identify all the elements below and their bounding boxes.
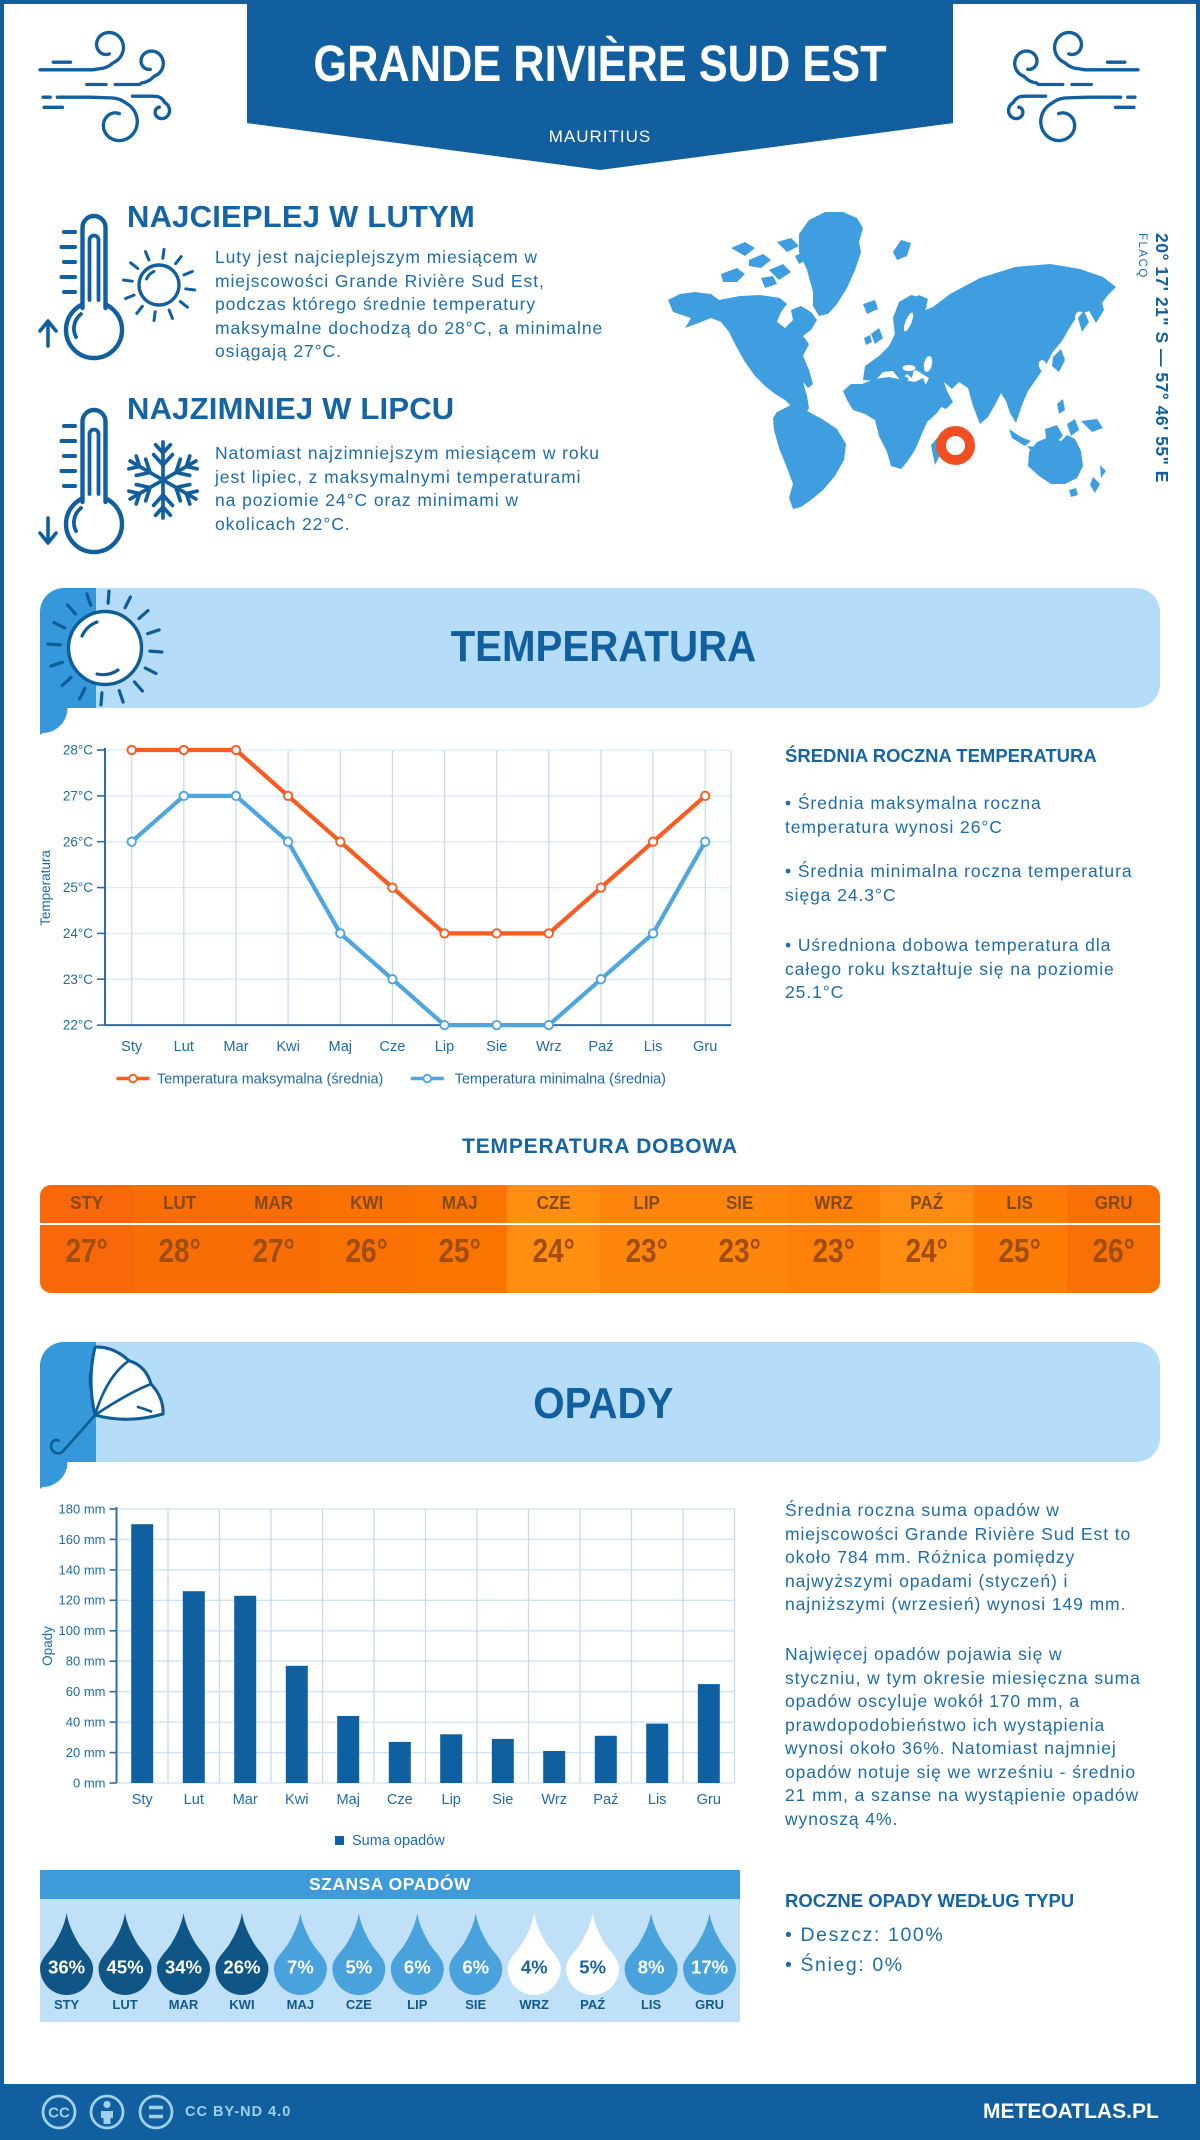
- svg-text:MAJ: MAJ: [287, 1997, 314, 2012]
- svg-text:KWI: KWI: [229, 1997, 254, 2012]
- svg-text:34%: 34%: [165, 1957, 202, 1978]
- svg-text:40 mm: 40 mm: [66, 1715, 106, 1730]
- svg-text:8%: 8%: [638, 1957, 665, 1978]
- svg-text:7%: 7%: [287, 1957, 314, 1978]
- svg-text:36%: 36%: [48, 1957, 85, 1978]
- svg-text:STY: STY: [54, 1997, 80, 2012]
- svg-text:27°C: 27°C: [63, 789, 93, 804]
- svg-text:180 mm: 180 mm: [59, 1501, 106, 1516]
- svg-text:Sie: Sie: [486, 1039, 507, 1055]
- svg-text:26%: 26%: [223, 1957, 260, 1978]
- svg-text:Lis: Lis: [648, 1792, 667, 1808]
- svg-text:0 mm: 0 mm: [73, 1775, 106, 1790]
- svg-text:PAŹ: PAŹ: [580, 1997, 605, 2012]
- svg-text:60 mm: 60 mm: [66, 1684, 106, 1699]
- svg-text:Temperatura: Temperatura: [38, 850, 53, 926]
- svg-text:CZE: CZE: [346, 1997, 372, 2012]
- svg-text:Kwi: Kwi: [285, 1792, 309, 1808]
- svg-text:4%: 4%: [521, 1957, 548, 1978]
- svg-text:Mar: Mar: [223, 1039, 248, 1055]
- svg-text:Opady: Opady: [40, 1626, 55, 1666]
- svg-text:23°C: 23°C: [63, 972, 93, 987]
- svg-text:Lut: Lut: [184, 1792, 204, 1808]
- svg-text:45%: 45%: [107, 1957, 144, 1978]
- svg-text:17%: 17%: [691, 1957, 728, 1978]
- svg-text:22°C: 22°C: [63, 1018, 93, 1033]
- svg-text:80 mm: 80 mm: [66, 1654, 106, 1669]
- svg-text:CC: CC: [48, 2105, 70, 2122]
- svg-text:20 mm: 20 mm: [66, 1745, 106, 1760]
- svg-text:Lis: Lis: [644, 1039, 663, 1055]
- svg-text:24°C: 24°C: [63, 926, 93, 941]
- svg-text:LIP: LIP: [407, 1997, 428, 2012]
- svg-text:Cze: Cze: [379, 1039, 405, 1055]
- svg-text:Lut: Lut: [174, 1039, 194, 1055]
- svg-text:5%: 5%: [579, 1957, 606, 1978]
- svg-text:Sie: Sie: [492, 1792, 513, 1808]
- svg-text:GRU: GRU: [695, 1997, 724, 2012]
- svg-text:120 mm: 120 mm: [59, 1593, 106, 1608]
- svg-text:Kwi: Kwi: [276, 1039, 300, 1055]
- svg-text:SIE: SIE: [465, 1997, 486, 2012]
- svg-text:Cze: Cze: [387, 1792, 413, 1808]
- svg-text:5%: 5%: [345, 1957, 372, 1978]
- svg-text:160 mm: 160 mm: [59, 1532, 106, 1547]
- svg-text:Paź: Paź: [588, 1039, 613, 1055]
- svg-text:Lip: Lip: [441, 1792, 460, 1808]
- svg-text:LIS: LIS: [641, 1997, 662, 2012]
- svg-text:Paź: Paź: [593, 1792, 618, 1808]
- svg-text:Wrz: Wrz: [541, 1792, 567, 1808]
- svg-text:28°C: 28°C: [63, 743, 93, 758]
- svg-text:Mar: Mar: [233, 1792, 258, 1808]
- svg-text:Gru: Gru: [693, 1039, 717, 1055]
- svg-text:Sty: Sty: [132, 1792, 154, 1808]
- svg-text:Temperatura maksymalna (średni: Temperatura maksymalna (średnia): [157, 1072, 383, 1088]
- svg-text:Sty: Sty: [121, 1039, 143, 1055]
- svg-text:WRZ: WRZ: [519, 1997, 549, 2012]
- svg-text:MAR: MAR: [169, 1997, 199, 2012]
- svg-text:Maj: Maj: [329, 1039, 353, 1055]
- svg-text:LUT: LUT: [112, 1997, 137, 2012]
- svg-text:6%: 6%: [404, 1957, 431, 1978]
- svg-text:25°C: 25°C: [63, 880, 93, 895]
- svg-text:6%: 6%: [462, 1957, 489, 1978]
- svg-text:Wrz: Wrz: [536, 1039, 562, 1055]
- svg-text:Temperatura minimalna (średnia: Temperatura minimalna (średnia): [455, 1072, 666, 1088]
- svg-text:Maj: Maj: [336, 1792, 360, 1808]
- svg-text:Gru: Gru: [697, 1792, 721, 1808]
- svg-text:Suma opadów: Suma opadów: [352, 1833, 445, 1849]
- svg-text:26°C: 26°C: [63, 834, 93, 849]
- svg-text:Lip: Lip: [435, 1039, 454, 1055]
- svg-text:100 mm: 100 mm: [59, 1623, 106, 1638]
- svg-text:140 mm: 140 mm: [59, 1562, 106, 1577]
